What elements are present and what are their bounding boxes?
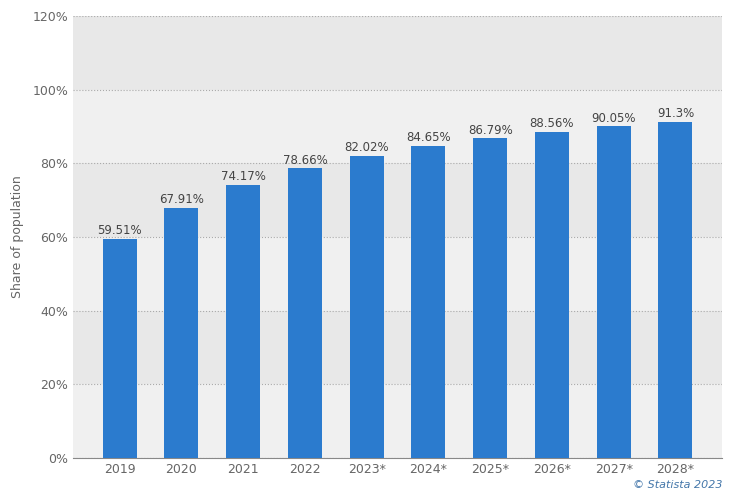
Bar	[658, 122, 693, 458]
Text: © Statista 2023: © Statista 2023	[633, 480, 722, 490]
Bar	[73, 237, 722, 311]
Text: 74.17%: 74.17%	[221, 170, 265, 183]
Bar	[288, 168, 322, 458]
Text: 59.51%: 59.51%	[97, 224, 142, 237]
Text: 84.65%: 84.65%	[406, 132, 451, 145]
Bar	[474, 139, 507, 458]
Bar	[535, 132, 569, 458]
Text: 90.05%: 90.05%	[592, 112, 636, 125]
Bar	[73, 384, 722, 458]
Bar	[597, 126, 630, 458]
Bar	[73, 90, 722, 164]
Text: 78.66%: 78.66%	[282, 154, 327, 166]
Text: 82.02%: 82.02%	[345, 141, 389, 154]
Text: 91.3%: 91.3%	[657, 107, 694, 120]
Bar	[226, 185, 260, 458]
Y-axis label: Share of population: Share of population	[11, 176, 24, 299]
Text: 86.79%: 86.79%	[468, 124, 512, 137]
Bar	[350, 156, 383, 458]
Bar	[411, 146, 446, 458]
Bar	[164, 208, 199, 458]
Bar	[103, 239, 136, 458]
Text: 67.91%: 67.91%	[159, 193, 204, 206]
Text: 88.56%: 88.56%	[530, 117, 574, 130]
